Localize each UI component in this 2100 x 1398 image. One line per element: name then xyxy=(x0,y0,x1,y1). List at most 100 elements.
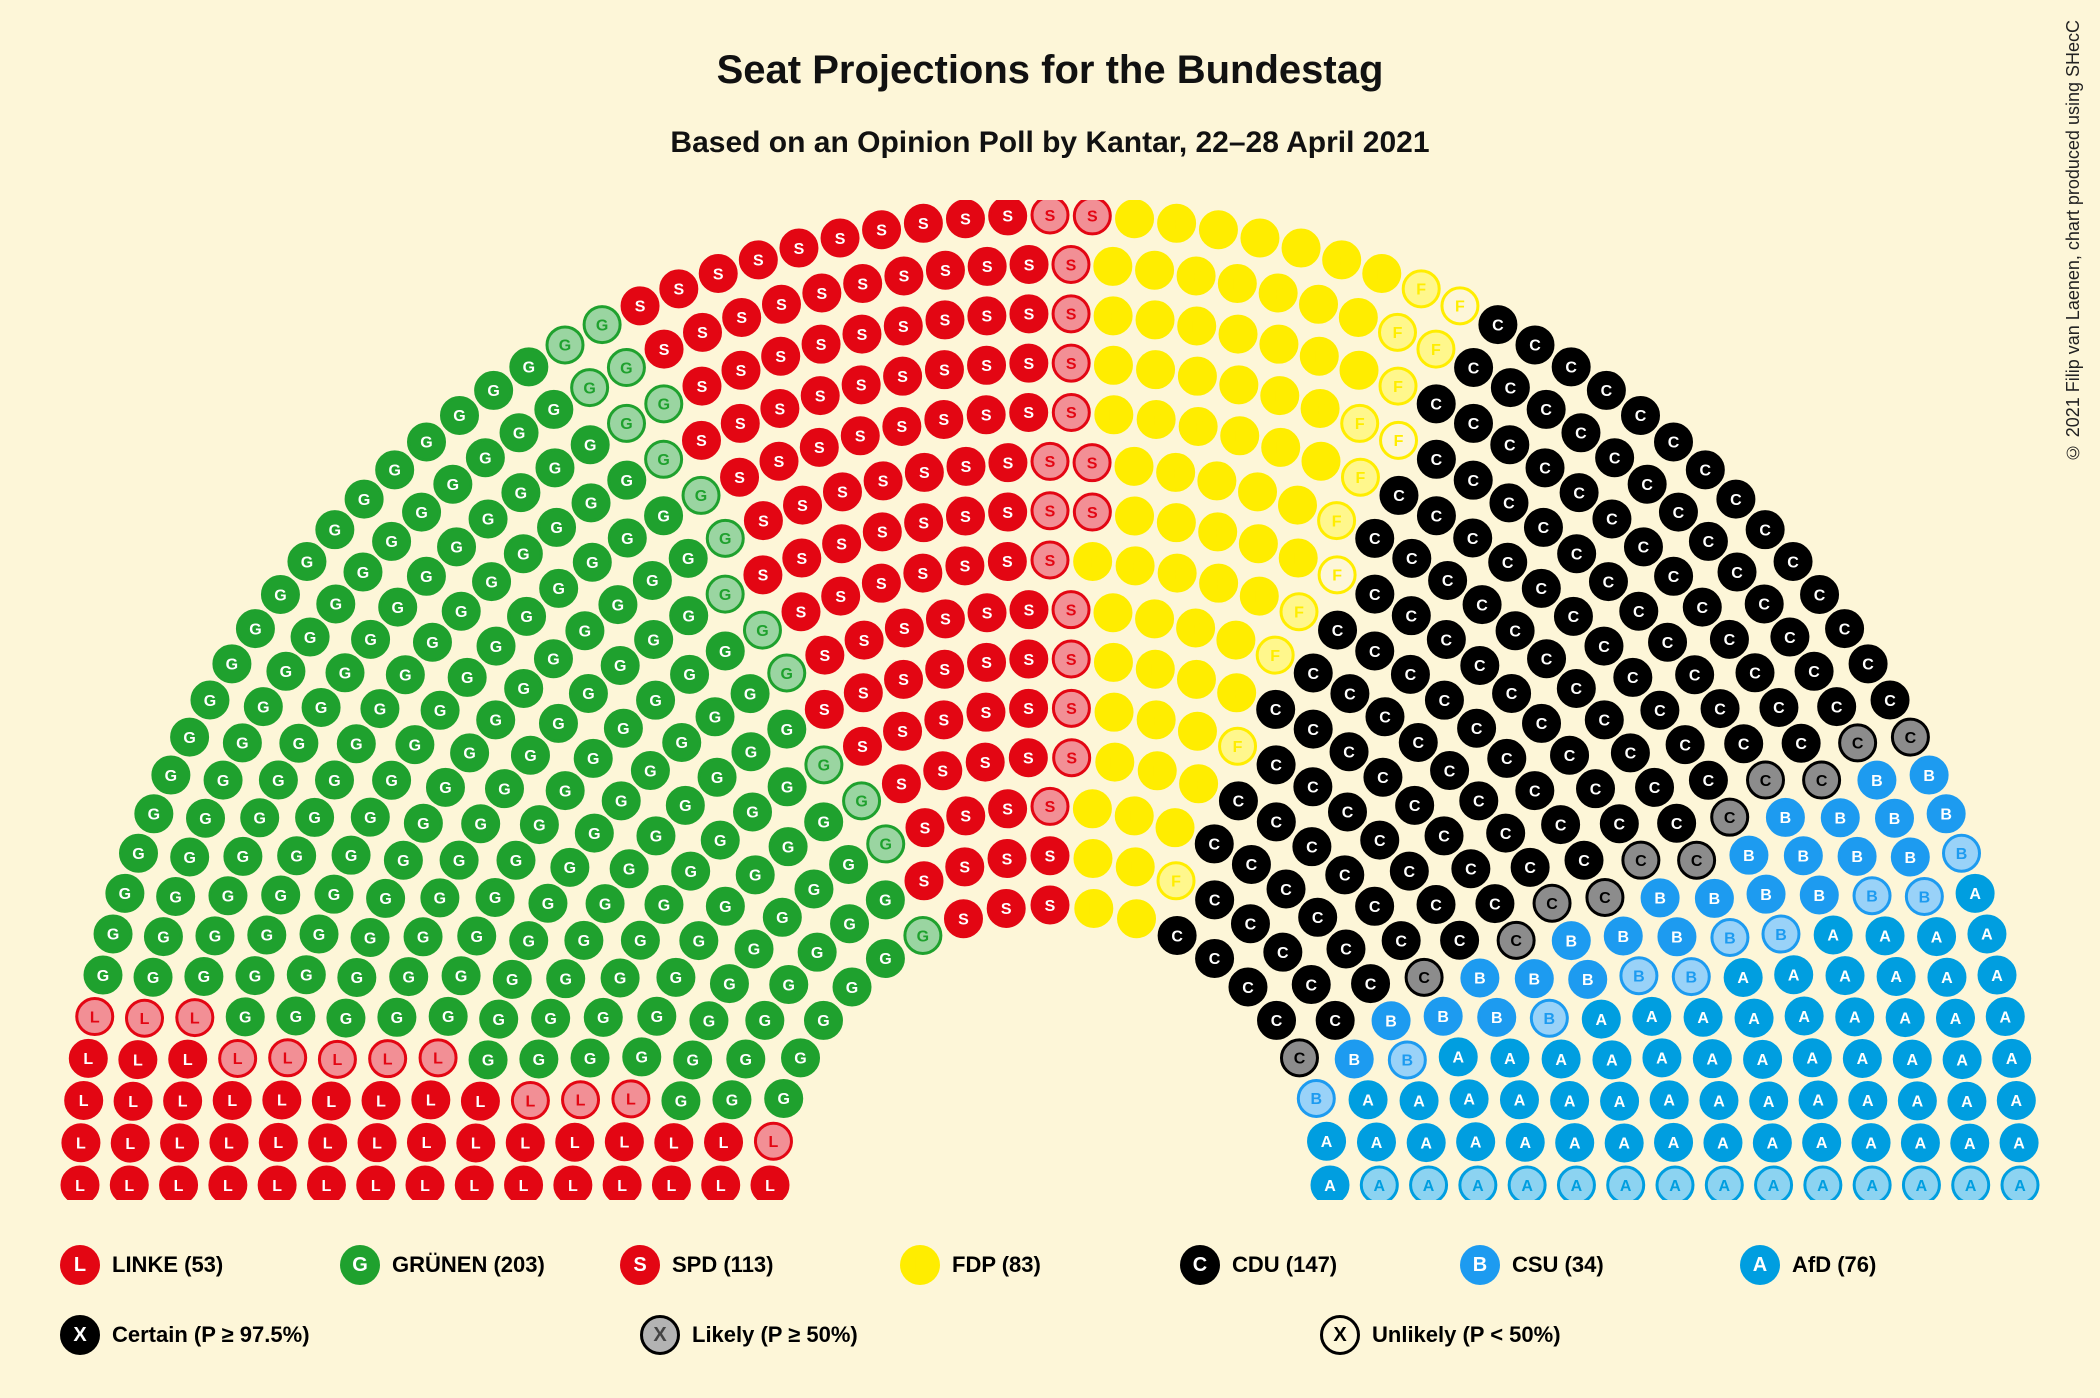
seat-letter-gruene: G xyxy=(582,686,594,703)
seat-letter-fdp: F xyxy=(1255,231,1265,248)
seat-letter-cdu: C xyxy=(1233,794,1245,811)
seat-letter-fdp: F xyxy=(1276,440,1286,457)
seat-letter-fdp: F xyxy=(1087,802,1097,819)
seat-letter-afd: A xyxy=(1620,1178,1632,1195)
seat-letter-gruene: G xyxy=(745,745,757,762)
seat-letter-gruene: G xyxy=(239,1010,251,1027)
seat-letter-spd: S xyxy=(1002,802,1013,819)
seat-letter-gruene: G xyxy=(719,644,731,661)
seat-letter-cdu: C xyxy=(1529,783,1541,800)
legend-party-csu: BCSU (34) xyxy=(1460,1245,1604,1285)
seat-letter-gruene: G xyxy=(274,888,286,905)
seat-letter-fdp: F xyxy=(1130,559,1140,576)
seat-letter-cdu: C xyxy=(1599,713,1611,730)
seat-letter-afd: A xyxy=(1697,1010,1709,1027)
seat-letter-cdu: C xyxy=(1270,758,1282,775)
seat-letter-gruene: G xyxy=(544,1011,556,1028)
seat-letter-spd: S xyxy=(1023,356,1034,373)
seat-letter-cdu: C xyxy=(1614,816,1626,833)
seat-letter-afd: A xyxy=(1931,929,1943,946)
seat-letter-afd: A xyxy=(1857,1051,1869,1068)
seat-letter-gruene: G xyxy=(808,882,820,899)
seat-letter-fdp: F xyxy=(1130,509,1140,526)
seat-letter-gruene: G xyxy=(564,860,576,877)
seat-letter-gruene: G xyxy=(237,849,249,866)
seat-letter-gruene: G xyxy=(621,531,633,548)
seat-letter-spd: S xyxy=(918,566,929,583)
seat-letter-fdp: F xyxy=(1232,686,1242,703)
seat-letter-gruene: G xyxy=(461,670,473,687)
seat-letter-gruene: G xyxy=(340,1011,352,1028)
seat-letter-linke: L xyxy=(273,1135,283,1152)
seat-letter-gruene: G xyxy=(293,736,305,753)
seat-letter-cdu: C xyxy=(1489,896,1501,913)
seat-letter-gruene: G xyxy=(599,896,611,913)
seat-letter-fdp: F xyxy=(1109,705,1119,722)
seat-letter-linke: L xyxy=(322,1178,332,1195)
seat-letter-afd: A xyxy=(1423,1178,1435,1195)
seat-letter-spd: S xyxy=(937,764,948,781)
seat-letter-gruene: G xyxy=(517,681,529,698)
seat-letter-spd: S xyxy=(1045,553,1056,570)
seat-letter-afd: A xyxy=(1964,1136,1976,1153)
seat-letter-gruene: G xyxy=(811,945,823,962)
seat-letter-linke: L xyxy=(183,1052,193,1069)
seat-letter-csu: B xyxy=(1565,933,1577,950)
seat-letter-cdu: C xyxy=(1731,565,1743,582)
seat-letter-fdp: F xyxy=(1212,474,1222,491)
seat-letter-gruene: G xyxy=(596,317,608,334)
seat-letter-afd: A xyxy=(1555,1052,1567,1069)
seat-letter-spd: S xyxy=(938,713,949,730)
seat-letter-linke: L xyxy=(626,1092,636,1109)
seat-letter-spd: S xyxy=(1002,209,1013,226)
seat-letter-spd: S xyxy=(1024,307,1035,324)
seat-letter-gruene: G xyxy=(490,639,502,656)
seat-letter-cdu: C xyxy=(1758,597,1770,614)
seat-letter-linke: L xyxy=(617,1178,627,1195)
seat-letter-spd: S xyxy=(856,378,867,395)
seat-letter-afd: A xyxy=(1569,1135,1581,1152)
seat-letter-fdp: F xyxy=(1150,612,1160,629)
seat-letter-cdu: C xyxy=(1564,748,1576,765)
seat-letter-afd: A xyxy=(1452,1050,1464,1067)
seat-letter-gruene: G xyxy=(330,597,342,614)
seat-letter-gruene: G xyxy=(315,700,327,717)
seat-letter-afd: A xyxy=(1463,1092,1475,1109)
seat-letter-cdu: C xyxy=(1571,546,1583,563)
seat-letter-spd: S xyxy=(635,299,646,316)
seat-letter-gruene: G xyxy=(711,770,723,787)
seat-letter-linke: L xyxy=(426,1093,436,1110)
seat-letter-gruene: G xyxy=(357,565,369,582)
seat-letter-gruene: G xyxy=(157,929,169,946)
seat-letter-csu: B xyxy=(1851,849,1863,866)
seat-letter-gruene: G xyxy=(584,438,596,455)
seat-letter-cdu: C xyxy=(1635,853,1647,870)
seat-letter-linke: L xyxy=(619,1134,629,1151)
seat-letter-cdu: C xyxy=(1633,604,1645,621)
seat-letter-fdp: F xyxy=(1214,576,1224,593)
seat-letter-spd: S xyxy=(940,263,951,280)
seat-letter-fdp: F xyxy=(1089,901,1099,918)
seat-letter-linke: L xyxy=(765,1178,775,1195)
seat-letter-gruene: G xyxy=(339,666,351,683)
seat-letter-gruene: G xyxy=(843,917,855,934)
legend-dot-gruene: G xyxy=(340,1245,380,1285)
seat-letter-gruene: G xyxy=(209,929,221,946)
seat-letter-gruene: G xyxy=(879,893,891,910)
seat-letter-gruene: G xyxy=(217,773,229,790)
seat-letter-fdp: F xyxy=(1108,259,1118,276)
seat-letter-cdu: C xyxy=(1509,623,1521,640)
seat-letter-linke: L xyxy=(272,1178,282,1195)
seat-letter-gruene: G xyxy=(374,701,386,718)
seat-letter-cdu: C xyxy=(1307,666,1319,683)
seat-letter-csu: B xyxy=(1956,846,1968,863)
seat-letter-linke: L xyxy=(90,1009,100,1026)
seat-letter-cdu: C xyxy=(1573,485,1585,502)
seat-letter-cdu: C xyxy=(1603,574,1615,591)
seat-letter-cdu: C xyxy=(1395,933,1407,950)
seat-letter-linke: L xyxy=(570,1135,580,1152)
seat-letter-afd: A xyxy=(2011,1093,2023,1110)
seat-letter-spd: S xyxy=(697,325,708,342)
seat-letter-gruene: G xyxy=(552,716,564,733)
seat-letter-cdu: C xyxy=(1784,630,1796,647)
